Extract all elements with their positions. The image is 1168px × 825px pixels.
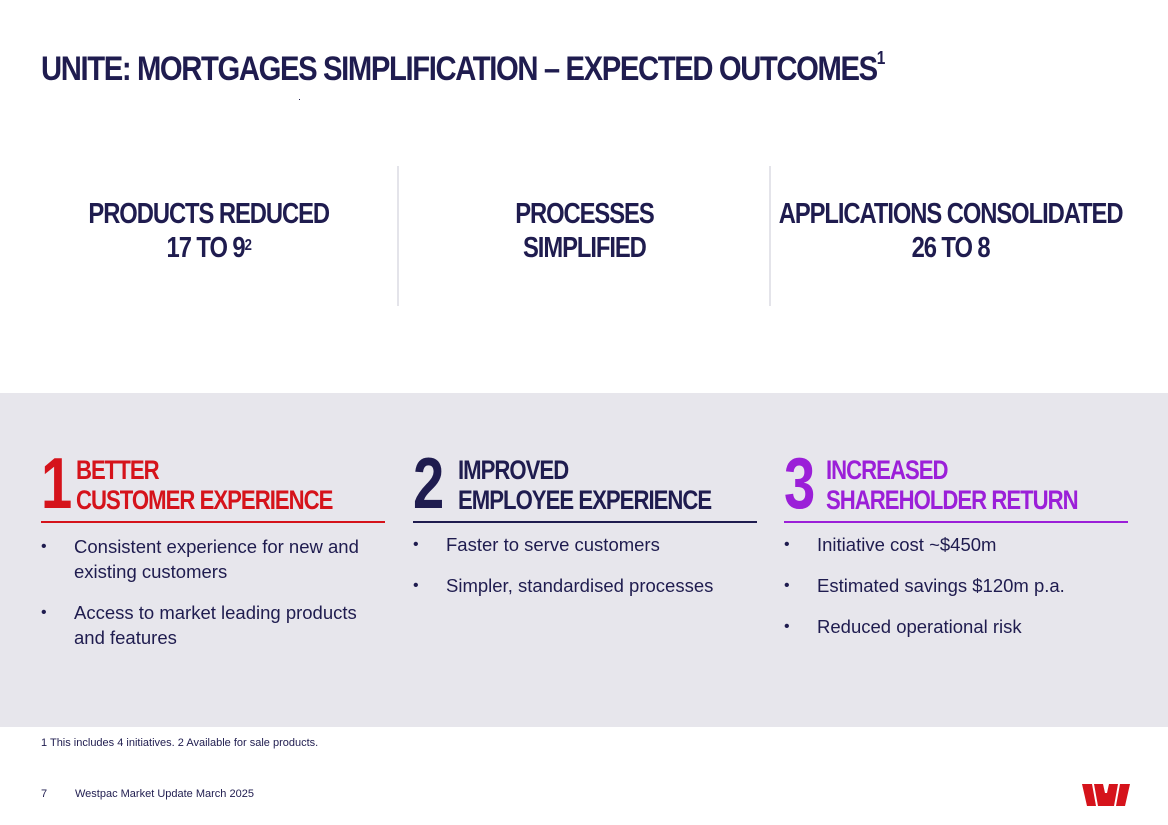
outcome-rule bbox=[41, 521, 385, 523]
outcome-bullets: Faster to serve customers Simpler, stand… bbox=[413, 532, 757, 598]
outcome-customer-experience: 1 BETTER CUSTOMER EXPERIENCE Consistent … bbox=[41, 448, 385, 666]
stat-applications-consolidated: APPLICATIONS CONSOLIDATED 26 TO 8 bbox=[771, 166, 1131, 306]
outcome-heading: IMPROVED EMPLOYEE EXPERIENCE bbox=[458, 455, 712, 515]
stat-label: PROCESSES bbox=[514, 198, 654, 230]
outcome-heading-line2: SHAREHOLDER RETURN bbox=[826, 485, 1079, 515]
outcome-heading: BETTER CUSTOMER EXPERIENCE bbox=[76, 455, 333, 515]
page-number: 7 bbox=[41, 788, 48, 800]
bullet-item: Faster to serve customers bbox=[413, 532, 757, 557]
bullet-item: Estimated savings $120m p.a. bbox=[784, 573, 1128, 598]
outcome-heading-line1: INCREASED bbox=[826, 455, 949, 485]
page-title: UNITE: MORTGAGES SIMPLIFICATION – EXPECT… bbox=[41, 48, 886, 89]
outcome-heading-line2: EMPLOYEE EXPERIENCE bbox=[458, 485, 712, 515]
outcome-rule bbox=[413, 521, 757, 523]
stat-value: 17 TO 9 bbox=[166, 232, 245, 264]
outcome-heading: INCREASED SHAREHOLDER RETURN bbox=[826, 455, 1079, 515]
bullet-item: Access to market leading products and fe… bbox=[41, 600, 385, 650]
footnote: 1 This includes 4 initiatives. 2 Availab… bbox=[41, 737, 319, 749]
stat-value: 26 TO 8 bbox=[911, 232, 991, 264]
stats-row: PRODUCTS REDUCED 17 TO 92 PROCESSES SIMP… bbox=[20, 166, 1150, 306]
outcome-number: 3 bbox=[784, 444, 815, 524]
outcome-heading-line1: BETTER bbox=[76, 455, 160, 485]
outcome-heading-line1: IMPROVED bbox=[458, 455, 569, 485]
outcome-number: 2 bbox=[413, 444, 444, 524]
page-title-text: UNITE: MORTGAGES SIMPLIFICATION – EXPECT… bbox=[41, 50, 878, 88]
outcome-shareholder-return: 3 INCREASED SHAREHOLDER RETURN Initiativ… bbox=[784, 448, 1128, 655]
outcome-heading-line2: CUSTOMER EXPERIENCE bbox=[76, 485, 333, 515]
stat-processes-simplified: PROCESSES SIMPLIFIED bbox=[399, 166, 769, 306]
stat-label: APPLICATIONS CONSOLIDATED bbox=[779, 198, 1124, 230]
stat-value: SIMPLIFIED bbox=[522, 232, 647, 264]
stat-label: PRODUCTS REDUCED bbox=[88, 198, 330, 230]
stat-divider bbox=[397, 166, 399, 306]
outcome-rule bbox=[784, 521, 1128, 523]
outcome-bullets: Initiative cost ~$450m Estimated savings… bbox=[784, 532, 1128, 639]
outcome-number: 1 bbox=[41, 444, 72, 524]
bullet-item: Reduced operational risk bbox=[784, 614, 1128, 639]
bullet-item: Initiative cost ~$450m bbox=[784, 532, 1128, 557]
stat-footnote-ref: 2 bbox=[244, 237, 251, 254]
bullet-item: Consistent experience for new and existi… bbox=[41, 534, 385, 584]
westpac-logo-icon bbox=[1082, 784, 1130, 806]
bullet-item: Simpler, standardised processes bbox=[413, 573, 757, 598]
outcome-bullets: Consistent experience for new and existi… bbox=[41, 534, 385, 650]
page-title-footnote-ref: 1 bbox=[876, 48, 886, 68]
stat-divider bbox=[769, 166, 771, 306]
outcome-employee-experience: 2 IMPROVED EMPLOYEE EXPERIENCE Faster to… bbox=[413, 448, 757, 614]
decorative-dot bbox=[299, 99, 300, 100]
stat-products-reduced: PRODUCTS REDUCED 17 TO 92 bbox=[20, 166, 397, 306]
footer-text: Westpac Market Update March 2025 bbox=[75, 788, 254, 800]
